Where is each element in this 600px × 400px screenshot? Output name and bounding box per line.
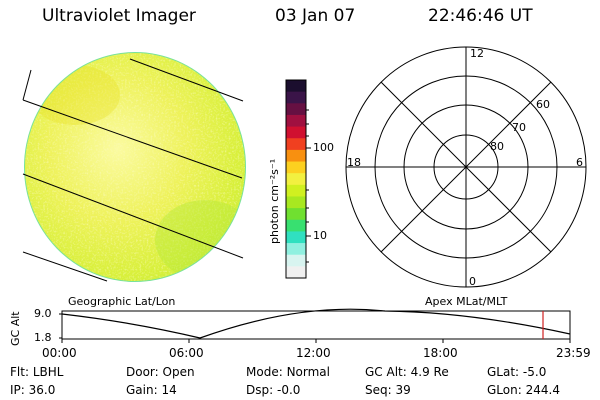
colorbar-cell <box>286 219 306 233</box>
status-glon: GLon: 244.4 <box>487 383 560 397</box>
status-mode-value: Normal <box>286 365 330 379</box>
status-ip-value: 36.0 <box>28 383 56 397</box>
colorbar-tick-label-100: 100 <box>313 141 334 154</box>
status-glat: GLat: -5.0 <box>487 365 546 379</box>
instrument-title: Ultraviolet Imager <box>42 6 196 26</box>
colorbar-cell <box>286 254 306 267</box>
colorbar-cell <box>286 138 306 151</box>
geo-grid-line <box>129 58 244 102</box>
image-date: 03 Jan 07 <box>275 6 356 26</box>
status-gain: Gain: 14 <box>126 383 177 397</box>
status-glon-value: 244.4 <box>525 383 560 397</box>
status-door: Door: Open <box>126 365 195 379</box>
status-seq-value: 39 <box>395 383 411 397</box>
colorbar-cell <box>286 80 306 93</box>
geo-grid-line <box>22 99 243 179</box>
status-gcalt-label: GC Alt: <box>365 365 407 379</box>
altitude-curve <box>61 308 571 339</box>
mlat-label-60: 60 <box>536 98 550 111</box>
status-ip: IP: 36.0 <box>10 383 55 397</box>
status-gain-label: Gain: <box>126 383 158 397</box>
status-flt-value: LBHL <box>32 365 64 379</box>
status-seq-label: Seq: <box>365 383 392 397</box>
gc-alt-axis-title: GC Alt <box>9 311 22 346</box>
geo-grid-line <box>22 251 108 282</box>
colorbar-cell <box>286 91 306 104</box>
mlt-label-12: 12 <box>470 47 484 60</box>
time-tick-0000: 00:00 <box>42 346 77 360</box>
status-dsp-value: -0.0 <box>276 383 301 397</box>
earth-disk-image <box>22 52 246 282</box>
status-gain-value: 14 <box>161 383 177 397</box>
colorbar-cell <box>286 126 306 139</box>
status-glat-value: -5.0 <box>522 365 547 379</box>
status-door-value: Open <box>162 365 195 379</box>
status-gcalt: GC Alt: 4.9 Re <box>365 365 449 379</box>
status-glon-label: GLon: <box>487 383 522 397</box>
colorbar-cell <box>286 231 306 244</box>
altitude-plot <box>59 308 571 343</box>
colorbar-cell <box>286 161 306 174</box>
mlat-label-70: 70 <box>512 121 526 134</box>
mlat-label-80: 80 <box>490 140 504 153</box>
earth-disk-warm-patch <box>30 65 120 125</box>
geo-grid-line <box>22 69 32 101</box>
mlt-label-0: 0 <box>469 275 476 288</box>
colorbar-cell <box>286 266 306 279</box>
status-gcalt-value: 4.9 Re <box>410 365 449 379</box>
colorbar-tick-label-10: 10 <box>313 229 327 242</box>
image-time: 22:46:46 UT <box>428 6 533 26</box>
polar-plot <box>345 46 587 288</box>
colorbar-cell <box>286 103 306 116</box>
status-seq: Seq: 39 <box>365 383 411 397</box>
polar-diagonal <box>380 81 552 253</box>
time-tick-2359: 23:59 <box>556 346 591 360</box>
earth-disk-speckle <box>25 53 245 281</box>
colorbar-cell <box>286 243 306 256</box>
colorbar-cell <box>286 149 306 163</box>
status-flt-label: Flt: <box>10 365 29 379</box>
status-flt: Flt: LBHL <box>10 365 63 379</box>
colorbar-cell <box>286 114 306 128</box>
alt-tick-1-8: 1.8 <box>34 331 52 344</box>
apex-label: Apex MLat/MLT <box>425 295 508 308</box>
time-tick-0600: 06:00 <box>169 346 204 360</box>
geographic-label: Geographic Lat/Lon <box>68 295 176 308</box>
alt-tick-9: 9.0 <box>34 307 52 320</box>
earth-disk-green-patch <box>155 200 245 280</box>
mlt-label-6: 6 <box>576 156 583 169</box>
colorbar-cell <box>286 184 306 198</box>
colorbar-cell <box>286 208 306 221</box>
colorbar-unit-label: photon cm⁻²s⁻¹ <box>268 158 281 244</box>
colorbar-cell <box>286 196 306 209</box>
time-tick-1800: 18:00 <box>423 346 458 360</box>
status-door-label: Door: <box>126 365 159 379</box>
status-dsp: Dsp: -0.0 <box>246 383 300 397</box>
status-mode-label: Mode: <box>246 365 283 379</box>
status-dsp-label: Dsp: <box>246 383 274 397</box>
colorbar-frame <box>285 79 307 279</box>
status-ip-label: IP: <box>10 383 25 397</box>
status-glat-label: GLat: <box>487 365 520 379</box>
colorbar-cell <box>286 173 306 186</box>
geo-grid-line <box>22 173 244 259</box>
colorbar <box>285 79 311 279</box>
status-mode: Mode: Normal <box>246 365 330 379</box>
time-tick-1200: 12:00 <box>296 346 331 360</box>
mlt-label-18: 18 <box>347 156 361 169</box>
